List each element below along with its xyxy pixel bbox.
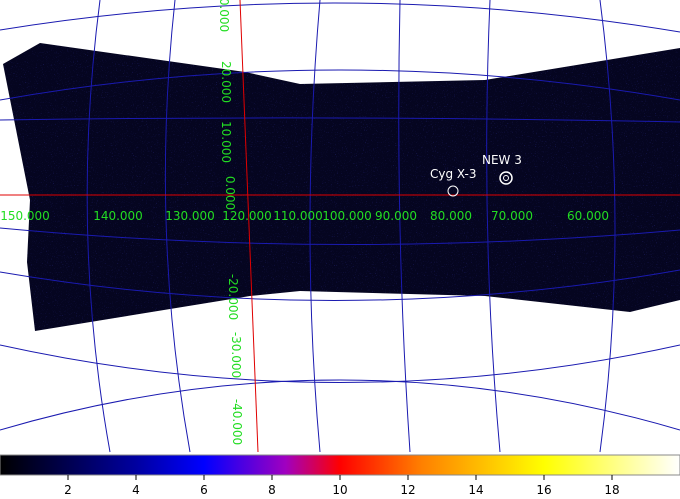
latitude-label: 0.000 <box>223 176 237 210</box>
coordinate-grid <box>0 0 680 453</box>
colorbar-tick-label: 6 <box>200 483 208 497</box>
longitude-label: 110.000 <box>273 209 323 223</box>
latitude-label: -30.000 <box>229 332 243 378</box>
colorbar-tick-label: 16 <box>536 483 551 497</box>
longitude-label: 70.000 <box>491 209 533 223</box>
longitude-label: 80.000 <box>430 209 472 223</box>
source-marker <box>447 185 459 197</box>
source-label: Cyg X-3 <box>430 167 477 181</box>
longitude-label: 120.000 <box>222 209 272 223</box>
latitude-labels: 0.000 20.000 10.000 0.000 -20.000 -30.000 -40.… <box>217 0 244 445</box>
image-noise <box>3 43 680 331</box>
colorbar-ticks: 2 4 6 8 10 12 14 16 18 <box>64 475 620 497</box>
colorbar-tick-label: 4 <box>132 483 140 497</box>
colorbar-tick-label: 18 <box>604 483 619 497</box>
latitude-label: 10.000 <box>219 121 233 163</box>
longitude-label: 150.000 <box>0 209 50 223</box>
meridian-line <box>239 0 259 453</box>
source-marker <box>499 171 513 185</box>
latitude-label: -20.000 <box>226 274 240 320</box>
longitude-label: 100.000 <box>322 209 372 223</box>
longitude-label: 90.000 <box>375 209 417 223</box>
longitude-label: 130.000 <box>165 209 215 223</box>
latitude-label: 20.000 <box>219 61 233 103</box>
colorbar-tick-label: 14 <box>468 483 483 497</box>
source-marker <box>503 175 509 181</box>
latitude-label: -40.000 <box>230 399 244 445</box>
longitude-label: 60.000 <box>567 209 609 223</box>
colorbar-tick-label: 10 <box>332 483 347 497</box>
source-label: NEW 3 <box>482 153 522 167</box>
colorbar-tick-label: 12 <box>400 483 415 497</box>
colorbar <box>0 454 680 476</box>
latitude-label: 0.000 <box>217 0 231 32</box>
longitude-label: 140.000 <box>93 209 143 223</box>
longitude-labels: 150.000 140.000 130.000 120.000 110.000 100.0… <box>0 209 609 223</box>
colorbar-tick-label: 2 <box>64 483 72 497</box>
colorbar-tick-label: 8 <box>268 483 276 497</box>
